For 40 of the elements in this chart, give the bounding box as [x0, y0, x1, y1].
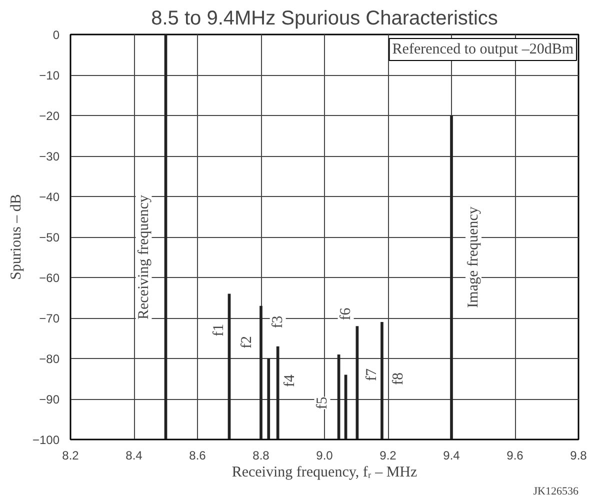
x-tick-label: 8.6	[189, 448, 206, 462]
bar	[276, 346, 280, 440]
annotation: Referenced to output –20dBm	[392, 42, 574, 58]
y-tick-label: −40	[39, 190, 60, 204]
x-tick-label: 9.2	[380, 448, 397, 462]
annotation: f6	[338, 307, 354, 320]
annotation: f4	[282, 374, 298, 388]
y-tick-label: −30	[39, 150, 60, 164]
annotation: f3	[270, 316, 286, 328]
x-tick-label: 8.2	[62, 448, 80, 462]
chart-title: 8.5 to 9.4MHz Spurious Characteristics	[151, 8, 498, 30]
annotation: Receiving frequency	[136, 194, 152, 320]
y-tick-label: −90	[39, 392, 60, 406]
bar	[380, 322, 384, 440]
y-tick-label: −70	[39, 312, 60, 326]
x-tick-label: 9.8	[570, 448, 588, 462]
annotation: f8	[390, 372, 406, 385]
x-tick-label: 8.8	[252, 448, 270, 462]
y-tick-label: −60	[39, 271, 60, 285]
x-tick-label: 9.6	[506, 448, 524, 462]
annotation: f2	[239, 336, 256, 349]
bar	[450, 116, 453, 440]
y-tick-label: −10	[39, 68, 60, 82]
x-axis-title: Receiving frequency, fᵣ – MHz	[232, 464, 418, 480]
annotation: Image frequency	[466, 206, 482, 308]
x-tick-label: 9.0	[316, 448, 334, 462]
bar	[267, 358, 270, 440]
y-tick-label: −20	[39, 109, 60, 123]
y-tick-label: −80	[39, 352, 60, 366]
bar	[260, 306, 262, 440]
y-axis-title: Spurious – dB	[8, 194, 24, 280]
annotation: f7	[364, 368, 380, 381]
x-tick-label: 9.4	[443, 448, 460, 462]
x-tick-label: 8.4	[126, 448, 143, 462]
annotation: f5	[314, 396, 330, 410]
y-tick-label: −100	[32, 433, 60, 447]
y-tick-label: −50	[39, 230, 60, 244]
text: JK126536	[533, 486, 579, 497]
y-tick-label: 0	[52, 28, 60, 42]
annotation: f1	[211, 324, 228, 336]
